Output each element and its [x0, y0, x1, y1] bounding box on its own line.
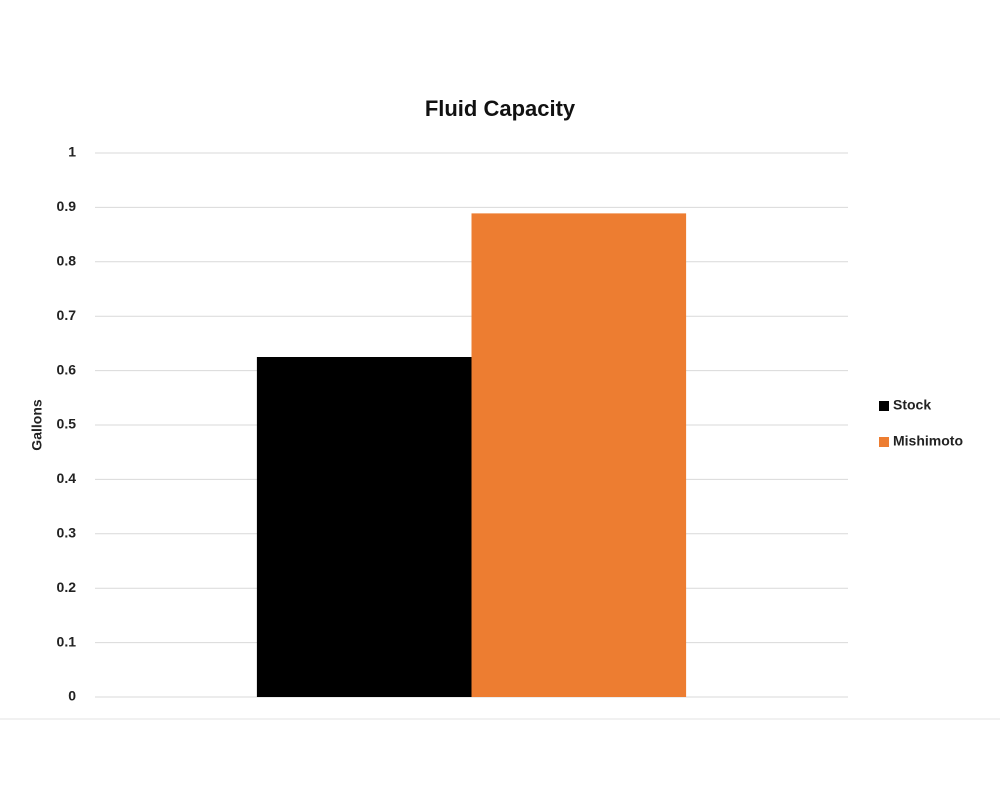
y-tick-label: 0.8 — [57, 253, 77, 269]
y-tick-label: 1 — [68, 144, 76, 160]
y-tick-label: 0.4 — [57, 470, 77, 486]
bar — [256, 357, 472, 697]
y-tick-label: 0.6 — [57, 361, 77, 377]
legend-label: Stock — [893, 397, 931, 413]
y-axis-title: Gallons — [29, 399, 45, 451]
legend-swatch — [879, 437, 889, 447]
legend-swatch — [879, 401, 889, 411]
y-tick-label: 0 — [68, 688, 76, 704]
bar — [471, 213, 687, 697]
y-tick-label: 0.3 — [57, 525, 77, 541]
y-tick-label: 0.7 — [57, 307, 77, 323]
y-tick-label: 0.5 — [57, 416, 77, 432]
chart-title: Fluid Capacity — [425, 96, 576, 121]
y-tick-label: 0.1 — [57, 633, 77, 649]
y-tick-label: 0.9 — [57, 198, 77, 214]
y-tick-label: 0.2 — [57, 579, 77, 595]
legend-label: Mishimoto — [893, 433, 963, 449]
